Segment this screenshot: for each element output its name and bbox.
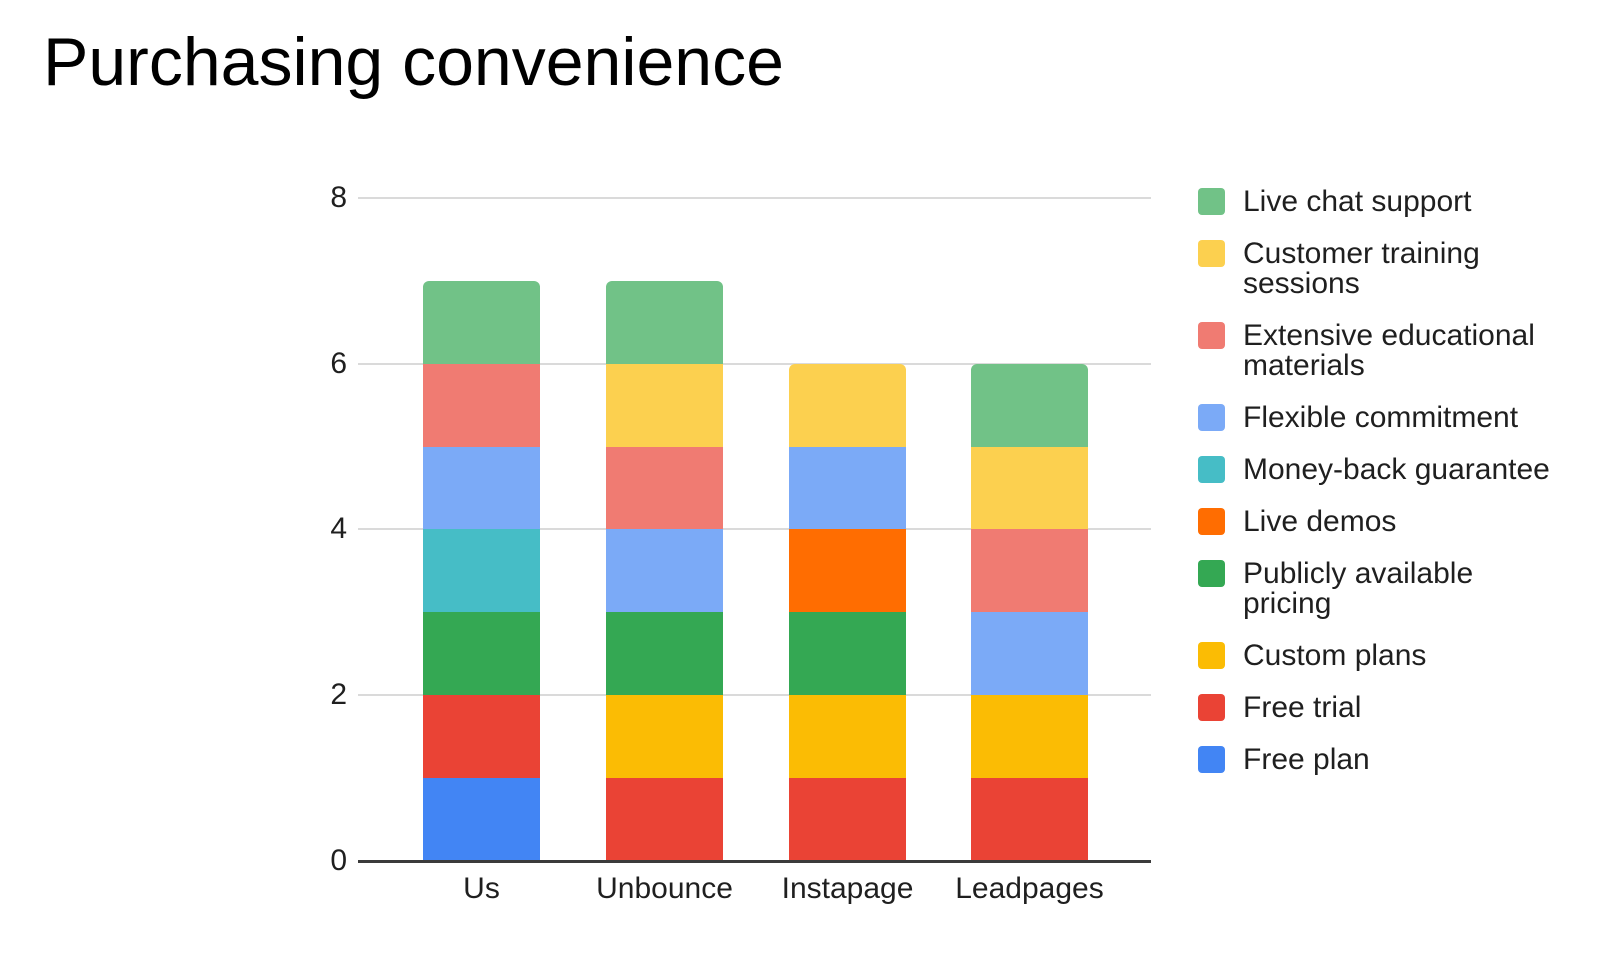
y-axis-tick-label: 4: [330, 512, 347, 546]
bar-segment-free-trial: [971, 778, 1088, 861]
bar-segment-live-chat-support: [971, 363, 1088, 447]
legend-label: Live demos: [1243, 505, 1397, 538]
legend-swatch: [1198, 188, 1225, 215]
bar-segment-free-trial: [789, 778, 906, 861]
legend-swatch: [1198, 404, 1225, 431]
legend-swatch: [1198, 642, 1225, 669]
legend-label: Free plan: [1243, 743, 1370, 776]
legend-item-custom-plans: Custom plans: [1198, 641, 1563, 671]
legend-swatch: [1198, 694, 1225, 721]
legend-label: Money-back guarantee: [1243, 453, 1550, 486]
x-axis-label-instapage: Instapage: [781, 872, 914, 905]
bar-segment-extensive-educational-materials: [606, 446, 723, 530]
bar-segment-flexible-commitment: [971, 612, 1088, 696]
x-axis-label-leadpages: Leadpages: [955, 872, 1104, 905]
bar-segment-publicly-available-pricing: [423, 612, 540, 696]
legend-label: Extensive educational materials: [1243, 319, 1535, 382]
x-axis-label-unbounce: Unbounce: [596, 872, 733, 905]
bar-segment-customer-training-sessions: [606, 363, 723, 447]
x-axis-label-us: Us: [463, 872, 500, 905]
bar-unbounce: [606, 280, 723, 861]
legend-item-live-demos: Live demos: [1198, 507, 1563, 537]
y-axis-tick-label: 6: [330, 346, 347, 380]
bar-instapage: [789, 363, 906, 861]
bar-segment-live-chat-support: [423, 280, 540, 364]
legend-item-customer-training-sessions: Customer training sessions: [1198, 239, 1563, 299]
legend-swatch: [1198, 560, 1225, 587]
legend-swatch: [1198, 746, 1225, 773]
bar-segment-extensive-educational-materials: [423, 363, 540, 447]
legend-swatch: [1198, 508, 1225, 535]
legend-item-extensive-educational-materials: Extensive educational materials: [1198, 321, 1563, 381]
chart-title: Purchasing convenience: [43, 24, 784, 100]
bar-segment-publicly-available-pricing: [789, 612, 906, 696]
bar-us: [423, 280, 540, 861]
legend-item-flexible-commitment: Flexible commitment: [1198, 403, 1563, 433]
bar-segment-flexible-commitment: [423, 446, 540, 530]
legend-label: Publicly available pricing: [1243, 557, 1474, 620]
y-axis-tick-label: 8: [330, 180, 347, 214]
bar-segment-customer-training-sessions: [971, 446, 1088, 530]
legend-item-free-plan: Free plan: [1198, 745, 1563, 775]
bar-segment-flexible-commitment: [789, 446, 906, 530]
legend-label: Custom plans: [1243, 639, 1427, 672]
bar-segment-custom-plans: [789, 695, 906, 779]
bar-leadpages: [971, 363, 1088, 861]
legend-item-free-trial: Free trial: [1198, 693, 1563, 723]
bar-segment-free-trial: [423, 695, 540, 779]
bar-segment-live-chat-support: [606, 280, 723, 364]
bar-segment-extensive-educational-materials: [971, 529, 1088, 613]
legend-swatch: [1198, 322, 1225, 349]
bar-segment-custom-plans: [606, 695, 723, 779]
bar-segment-live-demos: [789, 529, 906, 613]
gridline-y2: [358, 694, 1151, 697]
gridline-y8: [358, 196, 1151, 199]
legend-item-publicly-available-pricing: Publicly available pricing: [1198, 559, 1563, 619]
legend-item-live-chat-support: Live chat support: [1198, 187, 1563, 217]
gridline-y4: [358, 528, 1151, 531]
legend-label: Live chat support: [1243, 185, 1472, 218]
bar-segment-flexible-commitment: [606, 529, 723, 613]
legend-swatch: [1198, 456, 1225, 483]
y-axis-tick-label: 2: [330, 678, 347, 712]
legend-label: Flexible commitment: [1243, 401, 1519, 434]
bar-segment-free-plan: [423, 778, 540, 861]
legend-swatch: [1198, 240, 1225, 267]
bar-segment-free-trial: [606, 778, 723, 861]
y-axis-tick-label: 0: [330, 844, 347, 877]
x-axis-line: [358, 860, 1151, 863]
bar-segment-money-back-guarantee: [423, 529, 540, 613]
bar-segment-customer-training-sessions: [789, 363, 906, 447]
legend-label: Free trial: [1243, 691, 1362, 724]
legend-label: Customer training sessions: [1243, 237, 1480, 300]
legend: Live chat support Customer training sessi…: [1198, 187, 1563, 797]
legend-item-money-back-guarantee: Money-back guarantee: [1198, 455, 1563, 485]
gridline-y6: [358, 362, 1151, 365]
bar-segment-custom-plans: [971, 695, 1088, 779]
bar-segment-publicly-available-pricing: [606, 612, 723, 696]
